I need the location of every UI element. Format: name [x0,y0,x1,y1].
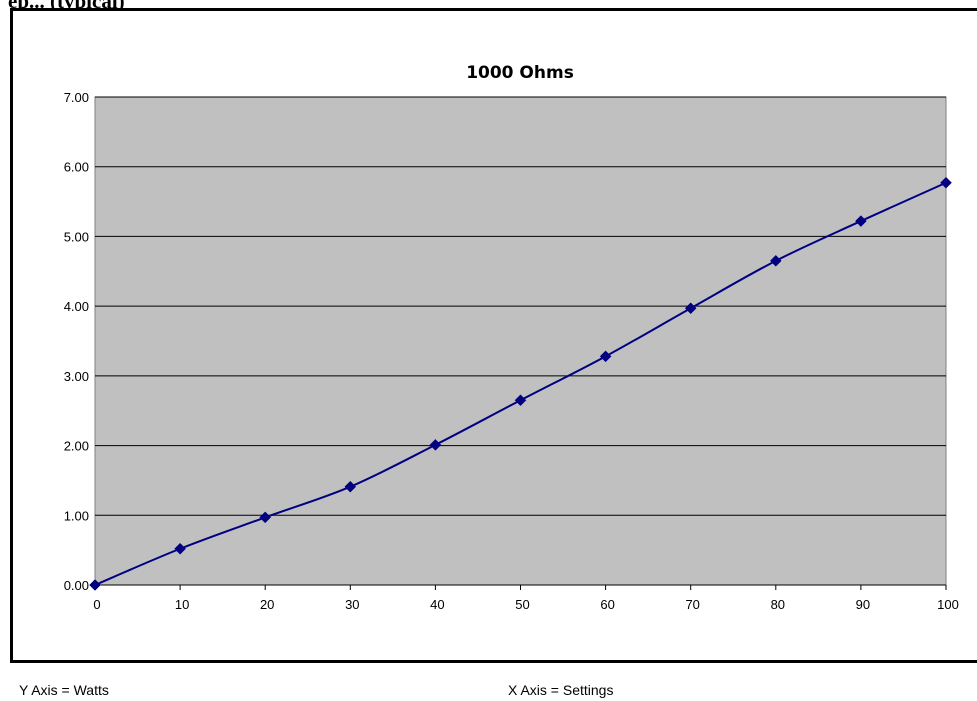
data-point [429,439,442,451]
x-tick-label: 10 [175,597,189,612]
x-tick-label: 20 [260,597,274,612]
series-markers [89,176,952,591]
x-tick-label: 50 [515,597,529,612]
y-tick-label: 7.00 [64,90,89,105]
y-axis-tick-labels: 0.00 1.00 2.00 3.00 4.00 5.00 6.00 7.00 [64,90,89,593]
data-point [259,511,272,524]
data-point [514,394,527,407]
data-point [855,215,867,227]
data-point [599,350,612,363]
x-axis-note: X Axis = Settings [508,682,614,698]
plot-area [94,96,947,586]
data-point [344,480,357,493]
x-tick-label: 100 [937,597,959,612]
data-point [174,542,186,555]
chart-title: 1000 Ohms [466,63,574,83]
x-tick-label: 90 [856,597,870,612]
x-tick-label: 0 [93,597,100,612]
y-tick-label: 5.00 [64,229,89,244]
x-axis-tick-marks [94,585,947,590]
x-axis-tick-labels: 0 10 20 30 40 50 60 70 80 90 100 [93,597,958,612]
data-point [89,579,101,591]
x-tick-label: 80 [771,597,785,612]
data-point [940,176,952,189]
y-tick-label: 2.00 [64,439,89,454]
y-tick-label: 1.00 [64,508,89,523]
x-tick-label: 60 [600,597,614,612]
x-tick-label: 30 [345,597,359,612]
y-axis-note: Y Axis = Watts [19,682,109,698]
data-point [684,302,697,315]
y-tick-label: 0.00 [64,578,89,593]
data-point [769,254,782,267]
x-tick-label: 70 [685,597,699,612]
y-tick-label: 4.00 [64,299,89,314]
y-tick-label: 3.00 [64,369,89,384]
x-tick-label: 40 [430,597,444,612]
y-tick-label: 6.00 [64,160,89,175]
